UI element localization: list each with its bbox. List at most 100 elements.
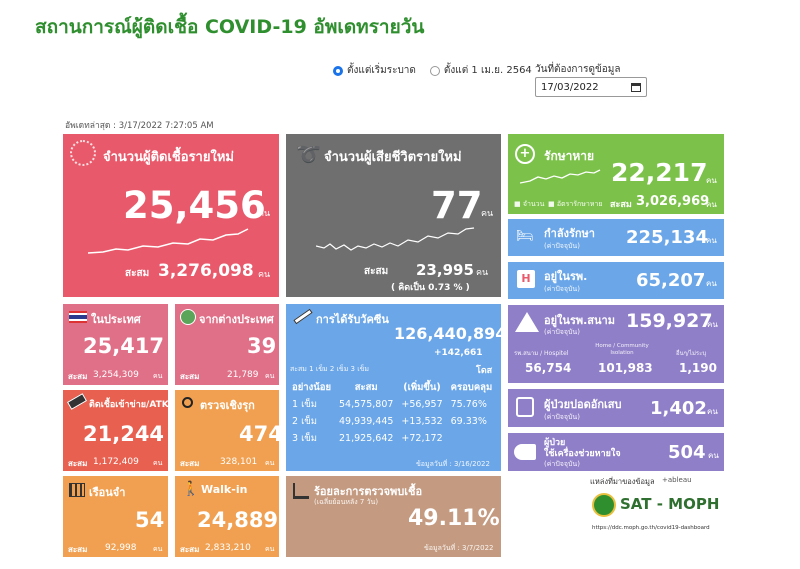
- moph-logo-icon: [592, 493, 616, 517]
- imported-cum-label: สะสม: [180, 372, 200, 381]
- dose-label: 1 เข็ม: [292, 399, 318, 410]
- vaccine-table: อย่างน้อย สะสม (เพิ่มขึ้น) ครอบคลุม 1 เข…: [288, 379, 496, 447]
- field-hospital-card: อยู่ในรพ.สนาม (ค่าปัจจุบัน) 159,927 คน ร…: [508, 305, 724, 383]
- atk-card: ติดเชื้อเข้าข่าย/ATK 21,244 สะสม 1,172,4…: [63, 390, 168, 471]
- walkin-cum-value: 2,833,210: [205, 543, 251, 553]
- date-input[interactable]: 17/03/2022: [535, 77, 647, 97]
- new-cases-card: จำนวนผู้ติดเชื้อรายใหม่ 25,456 คน สะสม 3…: [63, 134, 279, 297]
- new-cases-cum-unit: คน: [258, 270, 271, 280]
- vaccine-legend: สะสม 1 เข็ม 2 เข็ม 3 เข็ม: [290, 365, 370, 373]
- field-hospital-value: 159,927: [626, 310, 713, 332]
- home-isolation-value: 101,983: [598, 361, 653, 375]
- prison-card: เรือนจำ 54 สะสม 92,998 คน: [63, 476, 168, 557]
- new-deaths-cum-unit: คน: [476, 268, 489, 278]
- radio-selected-icon: [333, 65, 343, 76]
- vaccine-header-cell: (เพิ่มขึ้น): [403, 382, 441, 393]
- positivity-card: ร้อยละการตรวจพบเชื้อ (เฉลี่ยย้อนหลัง 7 ว…: [286, 476, 501, 557]
- magnifier-icon: [182, 397, 193, 408]
- imported-unit: คน: [265, 372, 275, 380]
- other-label: อื่นๆ/ไม่ระบุ: [676, 350, 707, 357]
- treating-card: 🛏 กำลังรักษา (ค่าปัจจุบัน) 225,134 คน: [508, 219, 724, 256]
- domestic-card: ในประเทศ 25,417 สะสม 3,254,309 คน: [63, 304, 168, 385]
- positivity-value: 49.11%: [408, 506, 500, 531]
- domestic-cum-value: 3,254,309: [93, 370, 139, 380]
- new-deaths-rate: ( คิดเป็น 0.73 % ): [391, 283, 470, 293]
- walking-person-icon: 🚶: [182, 481, 200, 497]
- ventilator-sub: (ค่าปัจจุบัน): [544, 460, 580, 468]
- prison-cum-value: 92,998: [105, 543, 137, 553]
- domestic-value: 25,417: [83, 334, 165, 358]
- field-hospital-sub: (ค่าปัจจุบัน): [544, 328, 580, 336]
- recovered-unit: คน: [706, 176, 717, 185]
- walkin-value: 24,889: [197, 508, 279, 532]
- severe-label: ผู้ป่วยปอดอักเสบ: [544, 398, 622, 411]
- new-cases-label: จำนวนผู้ติดเชื้อรายใหม่: [103, 150, 234, 165]
- dose-coverage: 69.33%: [450, 416, 487, 427]
- virus-icon: [70, 140, 96, 166]
- severe-value: 1,402: [650, 398, 707, 419]
- active-search-cum-label: สะสม: [180, 459, 200, 468]
- recovered-value: 22,217: [611, 158, 708, 187]
- vaccine-today: +142,661: [434, 348, 483, 358]
- severe-unit: คน: [707, 407, 718, 416]
- new-cases-cum-value: 3,276,098: [158, 261, 254, 281]
- new-deaths-unit: คน: [481, 209, 494, 219]
- new-cases-value: 25,456: [123, 184, 266, 227]
- prison-value: 54: [135, 508, 165, 532]
- vaccine-table-header: อย่างน้อย สะสม (เพิ่มขึ้น) ครอบคลุม: [288, 379, 496, 396]
- severe-sub: (ค่าปัจจุบัน): [544, 413, 580, 421]
- prison-label: เรือนจำ: [89, 486, 126, 499]
- last-updated: อัพเดทล่าสุด : 3/17/2022 7:27:05 AM: [65, 121, 214, 131]
- active-search-card: ตรวจเชิงรุก 474 สะสม 328,101 คน: [175, 390, 279, 471]
- new-deaths-value: 77: [431, 184, 483, 227]
- atk-cum-label: สะสม: [68, 459, 88, 468]
- bed-icon: 🛏: [516, 228, 534, 244]
- hospital-card: H อยู่ในรพ. (ค่าปัจจุบัน) 65,207 คน: [508, 262, 724, 299]
- new-deaths-label: จำนวนผู้เสียชีวิตรายใหม่: [324, 150, 462, 165]
- new-cases-cum-label: สะสม: [125, 268, 150, 279]
- hospitel-value: 56,754: [525, 361, 572, 375]
- ribbon-icon: ➰: [296, 142, 321, 166]
- domestic-unit: คน: [153, 372, 163, 380]
- lab-icon: [293, 483, 309, 499]
- vaccine-table-row: 3 เข็ม 21,925,642 +72,172: [288, 430, 496, 447]
- test-kit-icon: [66, 393, 88, 410]
- dose-label: 2 เข็ม: [292, 416, 318, 427]
- new-deaths-trend: [316, 227, 475, 251]
- calendar-icon[interactable]: [631, 82, 641, 92]
- radio-since-start[interactable]: ตั้งแต่เริ่มระบาด: [333, 63, 416, 78]
- imported-card: จากต่างประเทศ 39 สะสม 21,789 คน: [175, 304, 279, 385]
- recovered-legend-rate: ■ อัตรารักษาหาย: [548, 200, 603, 208]
- radio-since-date[interactable]: ตั้งแต่ 1 เม.ย. 2564: [429, 63, 532, 78]
- recovered-label: รักษาหาย: [544, 149, 595, 163]
- thai-flag-icon: [69, 311, 87, 323]
- plus-icon: +: [515, 144, 535, 164]
- imported-value: 39: [247, 334, 277, 358]
- atk-unit: คน: [153, 459, 163, 467]
- page-title: สถานการณ์ผู้ติดเชื้อ COVID-19 อัพเดทรายว…: [35, 16, 425, 38]
- source-url[interactable]: https://ddc.moph.go.th/covid19-dashboard: [592, 525, 710, 531]
- new-cases-unit: คน: [258, 209, 271, 219]
- positivity-sub: (เฉลี่ยย้อนหลัง 7 วัน): [314, 498, 379, 506]
- syringe-icon: [293, 308, 313, 325]
- field-hospital-unit: คน: [707, 320, 718, 329]
- ventilator-card: ผู้ป่วย ใช้เครื่องช่วยหายใจ (ค่าปัจจุบัน…: [508, 433, 724, 471]
- severe-card: ผู้ป่วยปอดอักเสบ (ค่าปัจจุบัน) 1,402 คน: [508, 389, 724, 427]
- prison-unit: คน: [153, 545, 163, 553]
- vaccine-header-cell: ครอบคลุม: [450, 382, 493, 393]
- walkin-cum-label: สะสม: [180, 545, 200, 554]
- treating-unit: คน: [706, 236, 717, 245]
- vaccine-label: การได้รับวัคซีน: [316, 313, 389, 326]
- new-deaths-cum-value: 23,995: [416, 261, 474, 279]
- source-brand: SAT - MOPH: [620, 495, 720, 513]
- recovered-legend-count: ■ จำนวน: [514, 200, 545, 208]
- domestic-cum-label: สะสม: [68, 372, 88, 381]
- source-label: แหล่งที่มาของข้อมูล: [590, 477, 655, 486]
- vaccine-header-cell: สะสม: [354, 382, 378, 393]
- globe-icon: [180, 309, 196, 325]
- hospitel-label: รพ.สนาม / Hospitel: [514, 350, 569, 357]
- other-value: 1,190: [679, 361, 717, 375]
- atk-label: ติดเชื้อเข้าข่าย/ATK: [89, 400, 168, 410]
- prison-cum-label: สะสม: [68, 545, 88, 554]
- vaccine-total: 126,440,894: [394, 324, 501, 343]
